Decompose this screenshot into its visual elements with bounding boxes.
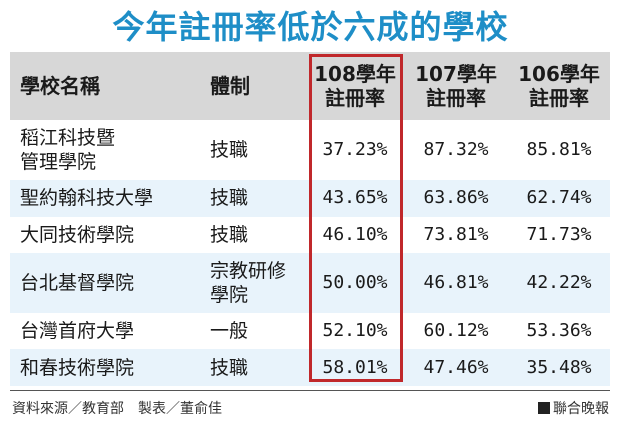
- publisher-brand-label: 聯合晚報: [553, 401, 609, 417]
- publisher-brand: 聯合晚報: [538, 398, 609, 418]
- rate-107-cell: 63.86%: [423, 187, 489, 209]
- header-school-name: 學校名稱: [20, 74, 100, 98]
- rate-107-cell: 60.12%: [423, 320, 489, 342]
- system-type-cell: 一般: [210, 320, 249, 343]
- rate-108-cell: 46.10%: [322, 223, 388, 245]
- system-type-cell: 技職: [210, 139, 249, 162]
- school-name-cell: 台北基督學院: [20, 272, 135, 294]
- table-row: 和春技術學院 技職 58.01% 47.46% 35.48%: [10, 349, 610, 386]
- rate-107-cell: 87.32%: [423, 139, 489, 161]
- system-type-cell: 技職: [210, 223, 249, 246]
- system-type-cell: 技職: [210, 187, 249, 210]
- rate-106-cell: 35.48%: [526, 356, 592, 378]
- rate-106-cell: 85.81%: [526, 139, 592, 161]
- header-system-type: 體制: [210, 74, 250, 98]
- rate-108-cell: 37.23%: [322, 139, 388, 161]
- rate-108-cell: 50.00%: [322, 272, 388, 293]
- system-type-cell: 宗教研修 學院: [210, 260, 287, 306]
- header-107-rate: 107學年 註冊率: [415, 62, 497, 110]
- table-row: 台北基督學院 宗教研修 學院 50.00% 46.81% 42.22%: [10, 252, 610, 314]
- rate-107-cell: 46.81%: [423, 272, 489, 293]
- header-106-rate: 106學年 註冊率: [518, 62, 600, 110]
- school-name-cell: 稻江科技暨 管理學院: [20, 127, 116, 174]
- rate-107-cell: 73.81%: [423, 223, 489, 245]
- header-108-rate: 108學年 註冊率: [314, 62, 396, 110]
- school-name-cell: 台灣首府大學: [20, 320, 135, 343]
- rate-108-cell: 52.10%: [322, 320, 388, 342]
- rate-106-cell: 42.22%: [526, 272, 592, 293]
- page-title: 今年註冊率低於六成的學校: [112, 8, 509, 46]
- table-row: 聖約翰科技大學 技職 43.65% 63.86% 62.74%: [10, 180, 610, 217]
- table-row: 稻江科技暨 管理學院 技職 37.23% 87.32% 85.81%: [10, 120, 610, 181]
- table-row: 台灣首府大學 一般 52.10% 60.12% 53.36%: [10, 313, 610, 350]
- rate-108-cell: 58.01%: [322, 356, 388, 378]
- registration-rate-table: 學校名稱 體制 108學年 註冊率 107學年 註冊率 106學年 註冊率 稻江…: [10, 52, 610, 386]
- rate-106-cell: 71.73%: [526, 223, 592, 245]
- footer: 資料來源／教育部 製表／董俞佳 聯合晚報: [0, 396, 621, 418]
- system-type-cell: 技職: [210, 356, 249, 379]
- school-name-cell: 大同技術學院: [20, 223, 135, 246]
- source-credit: 資料來源／教育部 製表／董俞佳: [12, 401, 222, 417]
- brand-square-icon: [538, 402, 550, 414]
- table-row: 大同技術學院 技職 46.10% 73.81% 71.73%: [10, 216, 610, 253]
- footer-divider: [10, 390, 610, 391]
- school-name-cell: 和春技術學院: [20, 356, 135, 379]
- school-name-cell: 聖約翰科技大學: [20, 187, 154, 210]
- rate-106-cell: 62.74%: [526, 187, 592, 209]
- rate-108-cell: 43.65%: [322, 187, 388, 209]
- rate-106-cell: 53.36%: [526, 320, 592, 342]
- rate-107-cell: 47.46%: [423, 356, 489, 378]
- table-header-row: 學校名稱 體制 108學年 註冊率 107學年 註冊率 106學年 註冊率: [10, 52, 610, 120]
